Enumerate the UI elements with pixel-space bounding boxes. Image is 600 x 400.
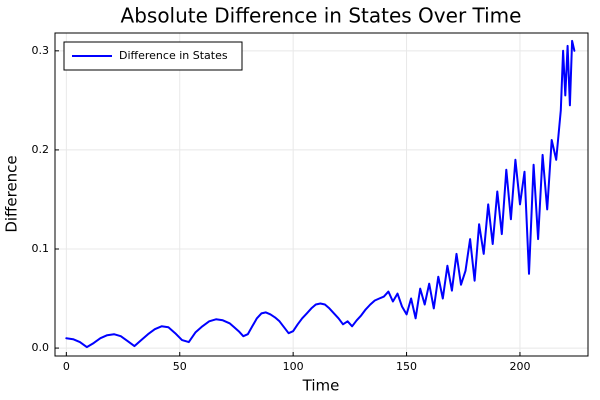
plot-area-frame xyxy=(54,32,589,357)
series-line-difference-in-states xyxy=(65,39,576,349)
y-axis-label: Difference xyxy=(3,155,21,232)
series-layer xyxy=(65,39,576,349)
x-axis-label: Time xyxy=(302,377,340,395)
x-tick-label: 100 xyxy=(283,360,304,373)
y-tick-label: 0.3 xyxy=(32,44,50,57)
legend: Difference in States xyxy=(63,41,243,71)
y-tick-label: 0.2 xyxy=(32,143,50,156)
y-tick-label: 0.0 xyxy=(32,341,50,354)
chart-title: Absolute Difference in States Over Time xyxy=(121,4,522,28)
legend-label: Difference in States xyxy=(119,49,228,62)
y-tick-label: 0.1 xyxy=(32,242,50,255)
x-tick-label: 50 xyxy=(173,360,187,373)
x-tick-label: 150 xyxy=(396,360,417,373)
axis-ticks: 0 50 100 150 200 0.0 0.1 0.2 0.3 xyxy=(32,44,531,373)
x-tick-label: 0 xyxy=(63,360,70,373)
x-tick-label: 200 xyxy=(509,360,530,373)
